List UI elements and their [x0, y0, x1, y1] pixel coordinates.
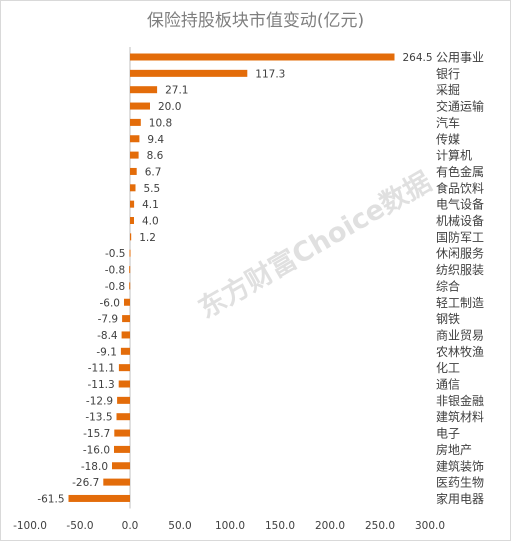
bar	[130, 151, 139, 159]
data-label: -16.0	[83, 444, 110, 456]
category-label: 机械设备	[436, 213, 484, 228]
data-label: -0.5	[105, 248, 126, 260]
bar	[129, 282, 131, 290]
data-label: -18.0	[81, 461, 108, 473]
bar	[130, 217, 134, 224]
category-label: 商业贸易	[436, 327, 484, 342]
bar	[124, 298, 130, 306]
x-tick-label: 150.0	[265, 520, 295, 532]
bar	[68, 494, 130, 502]
category-label: 食品饮料	[436, 180, 484, 195]
data-label: 10.8	[149, 117, 172, 129]
bar	[130, 184, 136, 192]
category-label: 综合	[436, 278, 460, 293]
data-label: -0.8	[105, 281, 126, 293]
category-label: 休闲服务	[436, 246, 484, 261]
bar	[129, 266, 131, 274]
chart-title: 保险持股板块市值变动(亿元)	[146, 11, 365, 31]
category-label: 农林牧渔	[436, 345, 484, 359]
data-label: 9.4	[147, 134, 164, 146]
x-tick-label: 0.0	[122, 520, 139, 532]
x-tick-label: 50.0	[168, 520, 191, 532]
data-label: -13.5	[85, 412, 112, 424]
category-label: 家用电器	[436, 491, 484, 506]
x-tick-label: 200.0	[315, 520, 345, 532]
category-label: 化工	[436, 361, 460, 375]
bar	[112, 462, 130, 470]
category-label: 公用事业	[436, 51, 484, 65]
category-label: 有色金属	[436, 164, 484, 179]
data-label: -11.1	[88, 363, 115, 375]
bar	[117, 396, 130, 404]
data-label: -11.3	[88, 379, 115, 391]
data-label: 117.3	[255, 68, 285, 80]
data-label: -26.7	[72, 477, 99, 489]
bar	[103, 478, 130, 486]
category-label: 房地产	[436, 442, 472, 457]
data-label: -8.4	[97, 330, 118, 342]
bar	[118, 364, 130, 372]
bar	[130, 233, 132, 241]
bar	[122, 315, 130, 323]
data-label: 6.7	[145, 166, 162, 178]
category-label: 非银金融	[436, 393, 484, 408]
bar	[130, 200, 135, 208]
data-label: -7.9	[98, 314, 119, 326]
data-label: 1.2	[139, 232, 156, 244]
bar	[130, 69, 248, 77]
x-tick-label: -50.0	[66, 520, 93, 532]
bar	[129, 249, 131, 257]
data-label: 5.5	[144, 183, 161, 195]
data-label: 4.1	[142, 199, 159, 211]
bar	[121, 331, 130, 339]
bar	[130, 86, 158, 94]
data-label: -15.7	[83, 428, 110, 440]
data-label: 8.6	[147, 150, 164, 162]
category-label: 医药生物	[436, 476, 484, 490]
bar	[130, 135, 140, 143]
bar	[116, 413, 130, 421]
category-label: 国防军工	[436, 229, 484, 244]
category-label: 汽车	[436, 115, 460, 130]
bar	[130, 53, 395, 61]
category-label: 通信	[436, 378, 460, 392]
data-label: 20.0	[158, 101, 181, 113]
bar	[130, 102, 150, 110]
x-tick-label: 100.0	[215, 520, 245, 532]
bar	[114, 429, 130, 437]
category-label: 纺织服装	[436, 263, 484, 277]
x-tick-label: 300.0	[415, 520, 445, 532]
data-label: -0.8	[105, 265, 126, 277]
category-label: 银行	[436, 67, 460, 81]
category-label: 电气设备	[436, 197, 484, 212]
bar	[130, 118, 141, 126]
data-label: 264.5	[403, 52, 433, 64]
x-tick-label: -100.0	[13, 520, 47, 532]
category-label: 采掘	[436, 82, 460, 97]
x-tick-label: 250.0	[365, 520, 395, 532]
category-label: 传媒	[436, 131, 460, 146]
data-label: 27.1	[165, 85, 188, 97]
bar	[114, 445, 130, 453]
category-label: 轻工制造	[436, 296, 484, 310]
category-label: 钢铁	[436, 312, 460, 326]
bar	[130, 167, 137, 175]
category-label: 建筑装饰	[436, 458, 484, 473]
category-label: 计算机	[436, 148, 472, 163]
category-label: 电子	[436, 427, 460, 441]
bar	[118, 380, 130, 388]
data-label: -9.1	[96, 346, 117, 358]
data-label: -12.9	[86, 395, 113, 407]
data-label: -6.0	[100, 297, 121, 309]
data-label: -61.5	[37, 493, 64, 505]
category-label: 交通运输	[436, 99, 484, 114]
category-label: 建筑材料	[436, 409, 484, 424]
data-label: 4.0	[142, 216, 159, 228]
bar	[120, 347, 130, 355]
